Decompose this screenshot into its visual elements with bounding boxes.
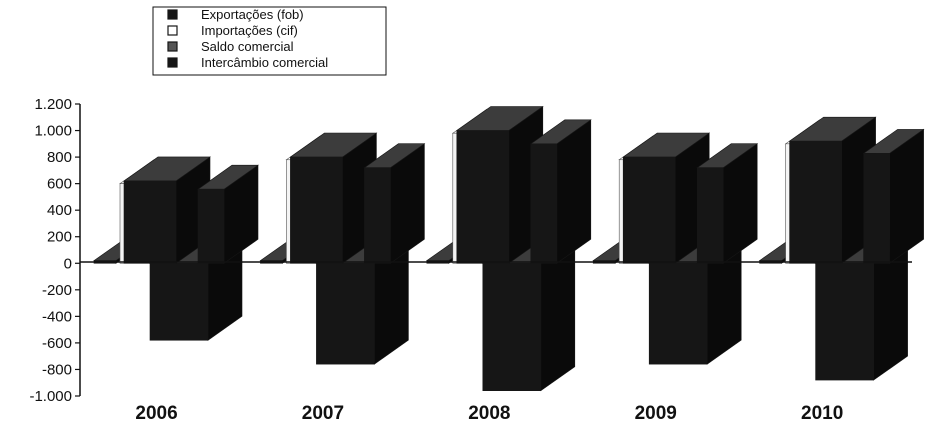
category-label: 2007: [302, 403, 344, 424]
bar-group-2009: [592, 132, 759, 365]
bar-group-2007: [259, 132, 426, 365]
legend: Exportações (fob)Importações (cif)Saldo …: [152, 6, 387, 76]
bar-intercambio-b-2006: [197, 164, 259, 264]
category-label: 2006: [135, 403, 177, 424]
category-label-layer: 2006 2007 2008 2009 2010: [135, 403, 843, 424]
y-tick-label: 1.200: [34, 96, 72, 113]
legend-swatch: [167, 57, 178, 68]
bar-intercambio-2008-front: [456, 130, 510, 264]
bar-saldo-2006-front: [149, 262, 209, 341]
axis-layer: [79, 104, 912, 396]
y-tick-label: -600: [42, 335, 72, 352]
bar-group-2008: [425, 105, 592, 392]
bar-saldo-2009-front: [648, 262, 708, 365]
legend-swatch: [167, 25, 178, 36]
y-tick-label: 600: [47, 176, 72, 193]
y-tick-layer: 1.200 1.000 800 600 400 200 0 -200 -400 -600 -800 -…: [29, 96, 80, 405]
y-tick-label: -400: [42, 308, 72, 325]
bar-intercambio-2009-front: [622, 156, 676, 264]
legend-label: Importações (cif): [201, 23, 298, 38]
legend-label: Exportações (fob): [201, 7, 304, 22]
bar-intercambio-b-2007: [363, 143, 426, 264]
bar-intercambio-b-2009-front: [696, 167, 724, 264]
bar-intercambio-2007: [289, 132, 378, 264]
bar-intercambio-2010: [788, 116, 877, 264]
bars-layer: [93, 105, 925, 392]
bar-intercambio-b-2007-front: [364, 167, 391, 264]
legend-swatch: [167, 9, 178, 20]
legend-label: Intercâmbio comercial: [201, 55, 328, 70]
bar-saldo-2007-front: [316, 262, 375, 365]
y-tick-label: 200: [47, 229, 72, 246]
y-tick-label: -1.000: [29, 388, 72, 405]
legend-label: Saldo comercial: [201, 39, 294, 54]
bar-group-2006: [93, 156, 259, 341]
y-tick-label: 1.000: [34, 123, 72, 140]
bar-intercambio-2010-front: [789, 140, 842, 264]
bar-saldo-2008-front: [482, 262, 542, 391]
y-tick-label: -200: [42, 282, 72, 299]
bar-intercambio-b-2008: [529, 119, 592, 264]
y-tick-label: 0: [64, 255, 72, 272]
bar-intercambio-b-2008-side: [556, 119, 592, 264]
category-label: 2010: [801, 403, 843, 424]
y-tick-label: 800: [47, 149, 72, 166]
bar-intercambio-2008: [455, 105, 544, 264]
bar-saldo-2010-front: [815, 262, 874, 381]
bar-intercambio-b-2009: [696, 143, 759, 264]
bar-intercambio-2006-front: [123, 180, 177, 264]
legend-box: [152, 6, 387, 76]
bar-intercambio-b-2006-front: [197, 188, 225, 264]
bar-intercambio-b-2010: [862, 128, 925, 264]
y-tick-label: 400: [47, 202, 72, 219]
bar-intercambio-2009: [622, 132, 711, 264]
bar-intercambio-b-2010-front: [863, 153, 890, 264]
y-tick-label: -800: [42, 361, 72, 378]
bar-intercambio-b-2008-front: [530, 143, 558, 264]
bar-intercambio-2006: [123, 156, 211, 264]
category-label: 2009: [635, 403, 677, 424]
category-label: 2008: [468, 403, 510, 424]
bar-intercambio-2007-front: [290, 156, 343, 264]
bar-group-2010: [758, 116, 925, 381]
legend-swatch: [167, 41, 178, 52]
